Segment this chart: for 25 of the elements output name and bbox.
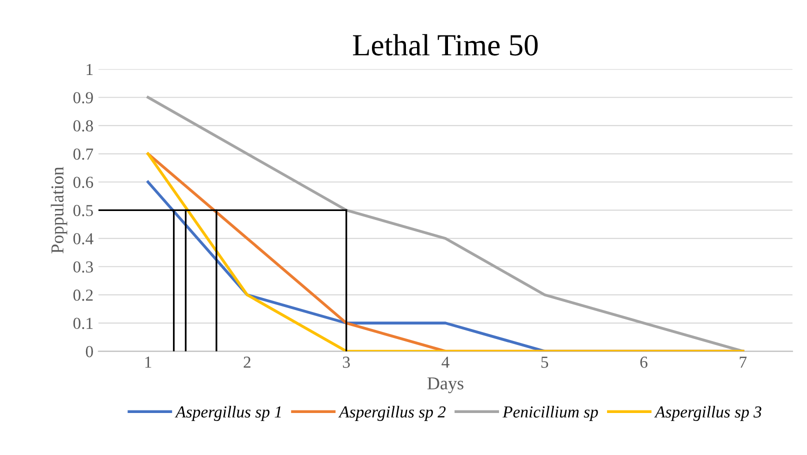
y-tick-label: 0.7 [73,148,94,160]
y-tick-label: 0.5 [73,204,93,216]
x-tick-label: 5 [541,356,548,368]
x-tick-label: 3 [342,356,350,368]
y-tick-label: 0 [86,346,93,358]
y-tick-label: 0.3 [73,261,93,273]
legend-label: Aspergillus sp 3 [654,406,762,421]
x-tick-label: 1 [145,356,152,368]
legend-label: Penicillium sp [502,406,598,421]
x-tick-label: 2 [244,356,250,368]
x-axis-title: Days [427,377,464,394]
y-axis-title: Poppulation [50,166,68,254]
y-tick-label: 0.4 [73,233,94,244]
y-tick-label: 0.8 [73,120,93,132]
legend-label: Aspergillus sp 2 [338,406,446,421]
y-tick-label: 1 [86,64,93,75]
x-tick-label: 7 [740,356,747,368]
x-tick-label: 4 [442,356,450,368]
x-tick-label: 6 [640,356,648,368]
y-tick-label: 0.1 [73,318,93,330]
y-tick-label: 0.6 [73,176,94,188]
legend-label: Aspergillus sp 1 [174,406,281,421]
y-tick-label: 0.2 [73,290,93,301]
chart-title: Lethal Time 50 [352,34,538,56]
y-tick-label: 0.9 [73,92,93,104]
